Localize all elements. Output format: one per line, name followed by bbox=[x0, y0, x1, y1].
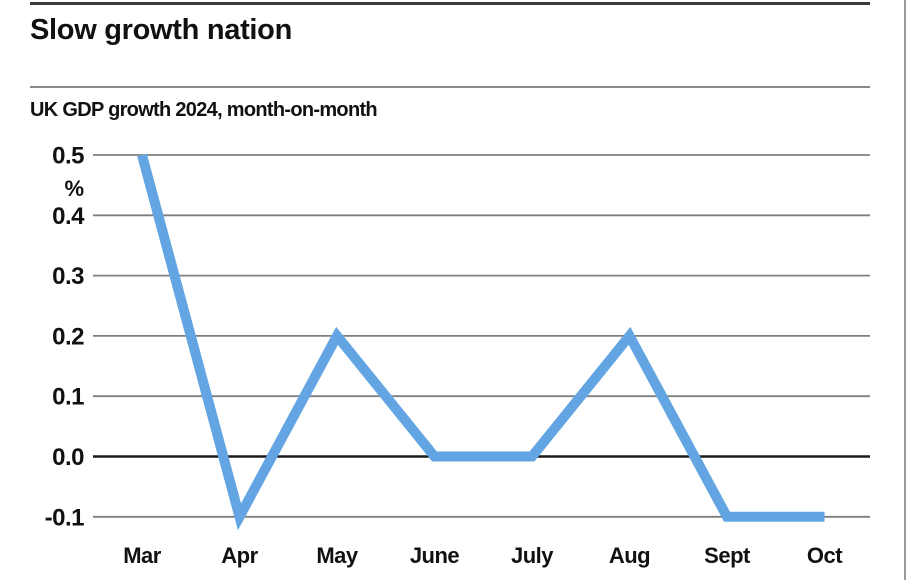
y-tick-label: 0.5 bbox=[52, 143, 84, 170]
x-tick-label: Aug bbox=[609, 543, 650, 568]
y-tick-label: 0.2 bbox=[52, 323, 84, 350]
top-rule bbox=[30, 2, 870, 5]
y-tick-label: 0.3 bbox=[52, 263, 84, 290]
y-tick-label: 0.1 bbox=[52, 384, 84, 411]
y-axis-unit-label: % bbox=[64, 176, 84, 201]
window-frame-right-border bbox=[904, 0, 906, 580]
y-tick-label: -0.1 bbox=[45, 504, 85, 531]
x-tick-label: Mar bbox=[123, 543, 162, 568]
x-tick-label: May bbox=[316, 543, 359, 568]
y-tick-label: 0.0 bbox=[52, 444, 84, 471]
y-tick-label: 0.4 bbox=[52, 203, 85, 230]
x-tick-label: Apr bbox=[221, 543, 258, 568]
x-tick-label: July bbox=[511, 543, 554, 568]
x-tick-label: Sept bbox=[704, 543, 751, 568]
x-tick-label: June bbox=[410, 543, 460, 568]
gdp-line-series bbox=[137, 153, 825, 531]
chart-title: Slow growth nation bbox=[30, 14, 293, 46]
x-tick-label: Oct bbox=[807, 543, 843, 568]
chart-subtitle: UK GDP growth 2024, month-on-month bbox=[30, 99, 378, 121]
header-divider bbox=[30, 86, 870, 88]
